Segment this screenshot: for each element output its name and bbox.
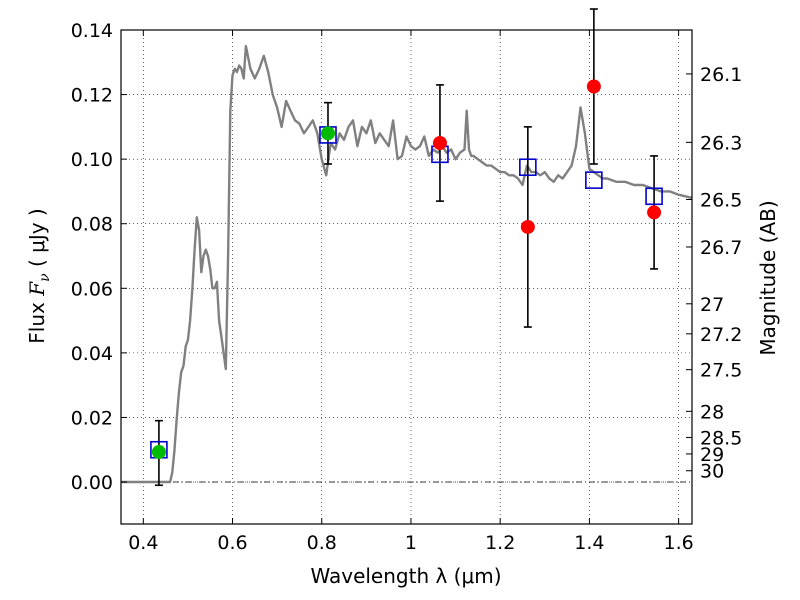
magnitude-tick-label: 28.5 <box>700 427 742 449</box>
magnitude-tick-label: 30 <box>700 461 724 483</box>
y-tick-label: 0.02 <box>71 407 113 429</box>
x-tick-label: 1 <box>405 532 417 554</box>
magnitude-tick-label: 27.5 <box>700 360 742 382</box>
magnitude-tick-label: 29 <box>700 444 724 466</box>
model-sed-layer <box>121 44 693 484</box>
y-axis-title: Flux Fν ( μJy ) <box>25 208 53 343</box>
model-bandpass-square <box>645 187 663 206</box>
y-axis-title-main: Flux <box>25 302 49 344</box>
x-axis-title: Wavelength λ (μm) <box>310 564 501 588</box>
magnitude-tick-label: 26.3 <box>700 132 742 154</box>
grid-lines <box>121 29 692 524</box>
x-tick-label: 1.2 <box>485 532 515 554</box>
y-axis-title-unit: ( μJy ) <box>25 208 49 267</box>
x-tick-label: 1.4 <box>574 532 604 554</box>
y-tick-label: 0.00 <box>71 472 113 494</box>
green-data-point <box>151 444 166 459</box>
plot-frame-layer <box>120 29 693 525</box>
error-bar-layer <box>154 8 659 487</box>
x-tick-label: 0.4 <box>128 532 158 554</box>
x-tick-label: 0.6 <box>217 532 247 554</box>
magnitude-tick-label: 26.7 <box>700 237 742 259</box>
y-tick-label: 0.12 <box>71 85 113 107</box>
y-axis-title-symbol: F <box>25 281 49 297</box>
secondary-y-axis-title: Magnitude (AB) <box>756 200 780 355</box>
detection-point <box>520 219 535 234</box>
magnitude-tick-label: 27 <box>700 294 724 316</box>
y-tick-label: 0.10 <box>71 149 113 171</box>
y-tick-label: 0.04 <box>71 343 113 365</box>
detection-point <box>586 79 601 94</box>
magnitude-tick-label: 26.1 <box>700 64 742 86</box>
plot-frame <box>120 29 693 525</box>
detection-point <box>647 205 662 220</box>
detection-point <box>432 136 447 151</box>
magnitude-tick-label: 26.5 <box>700 190 742 212</box>
model-bandpass-square <box>519 158 537 177</box>
model-sed-line <box>121 44 693 484</box>
y-tick-label: 0.06 <box>71 278 113 300</box>
model-bandpass-square <box>585 171 603 189</box>
magnitude-tick-label: 27.2 <box>700 324 742 346</box>
tick-label-layer: 0.4 0.6 0.8 1 1.2 1.4 1.6 0.00 0.02 0.04 0.06 0.08 0… <box>71 20 743 554</box>
x-tick-label: 0.8 <box>307 532 337 554</box>
green-data-point <box>320 126 335 141</box>
magnitude-tick-label: 28 <box>700 401 724 423</box>
y-tick-label: 0.08 <box>71 214 113 236</box>
y-axis-title-subscript: ν <box>37 273 53 282</box>
x-tick-label: 1.6 <box>664 532 694 554</box>
y-tick-label: 0.14 <box>71 20 113 42</box>
data-point-layer <box>150 79 663 459</box>
